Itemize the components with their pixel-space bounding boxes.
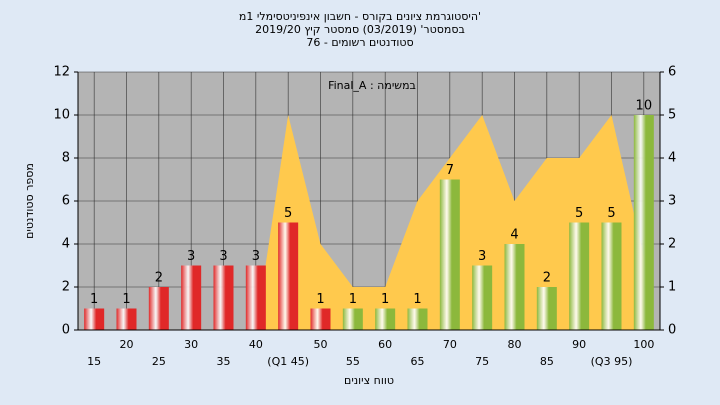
x-tick-label: 40 [249, 338, 263, 351]
data-label: 3 [478, 249, 486, 264]
y-tick-label: 12 [53, 65, 70, 80]
x-tick-label: 15 [87, 355, 101, 368]
data-label: 5 [575, 206, 583, 221]
bar [181, 265, 202, 330]
x-tick-label: 90 [572, 338, 586, 351]
x-tick-label: 25 [152, 355, 166, 368]
x-tick-label: (Q1 45) [267, 355, 309, 368]
bar [310, 308, 331, 330]
x-tick-label: 75 [475, 355, 489, 368]
bar [213, 265, 234, 330]
y2-tick-label: 2 [668, 237, 676, 252]
data-label: 1 [413, 292, 421, 307]
x-tick-label: 35 [217, 355, 231, 368]
x-tick-label: 20 [120, 338, 134, 351]
bar [439, 179, 460, 330]
y-tick-label: 0 [62, 323, 70, 338]
y2-tick-label: 5 [668, 108, 676, 123]
bar [601, 222, 622, 330]
bar [342, 308, 363, 330]
chart-title: 'היסטוגרמת ציונים בקורס - חשבון אינפיניט… [239, 10, 481, 23]
data-label: 3 [219, 249, 227, 264]
data-label: 1 [316, 292, 324, 307]
x-axis-label: טווח ציונים [344, 374, 394, 387]
data-label: 1 [349, 292, 357, 307]
x-tick-label: 70 [443, 338, 457, 351]
x-tick-label: 30 [184, 338, 198, 351]
bar [148, 287, 169, 330]
y-tick-label: 10 [53, 108, 70, 123]
bar [504, 244, 525, 330]
x-tick-label: (Q3 95) [591, 355, 633, 368]
bar [569, 222, 590, 330]
bar [116, 308, 137, 330]
annotation: במשימה : Final_A [328, 79, 416, 92]
x-tick-label: 50 [314, 338, 328, 351]
y2-tick-label: 1 [668, 280, 676, 295]
data-label: 5 [284, 206, 292, 221]
x-tick-label: 85 [540, 355, 554, 368]
bar [407, 308, 428, 330]
bar [633, 115, 654, 330]
y-tick-label: 6 [62, 194, 70, 209]
x-tick-label: 80 [508, 338, 522, 351]
data-label: 7 [446, 163, 454, 178]
x-tick-label: 65 [411, 355, 425, 368]
y-axis-label: מספר סטודנטים [23, 163, 36, 239]
data-label: 2 [543, 271, 551, 286]
data-label: 1 [90, 292, 98, 307]
x-tick-label: 60 [378, 338, 392, 351]
bar [84, 308, 105, 330]
data-label: 3 [252, 249, 260, 264]
bar [278, 222, 299, 330]
data-label: 2 [155, 271, 163, 286]
y-tick-label: 8 [62, 151, 70, 166]
y2-tick-label: 6 [668, 65, 676, 80]
x-tick-label: 55 [346, 355, 360, 368]
chart-subtitle: בסמסטר' (03/2019) סמסטר קיץ 2019/20 [255, 23, 465, 36]
bar [536, 287, 557, 330]
y2-tick-label: 3 [668, 194, 676, 209]
chart-subtitle: סטודנטים רשומים - 76 [306, 36, 413, 49]
y2-tick-label: 0 [668, 323, 676, 338]
bar [472, 265, 493, 330]
data-label: 10 [636, 99, 653, 114]
y-tick-label: 2 [62, 280, 70, 295]
data-label: 4 [510, 228, 518, 243]
data-label: 3 [187, 249, 195, 264]
y2-tick-label: 4 [668, 151, 676, 166]
data-label: 1 [381, 292, 389, 307]
bar [245, 265, 266, 330]
data-label: 1 [122, 292, 130, 307]
bar [375, 308, 396, 330]
data-label: 5 [607, 206, 615, 221]
y-tick-label: 4 [62, 237, 70, 252]
x-tick-label: 100 [633, 338, 654, 351]
